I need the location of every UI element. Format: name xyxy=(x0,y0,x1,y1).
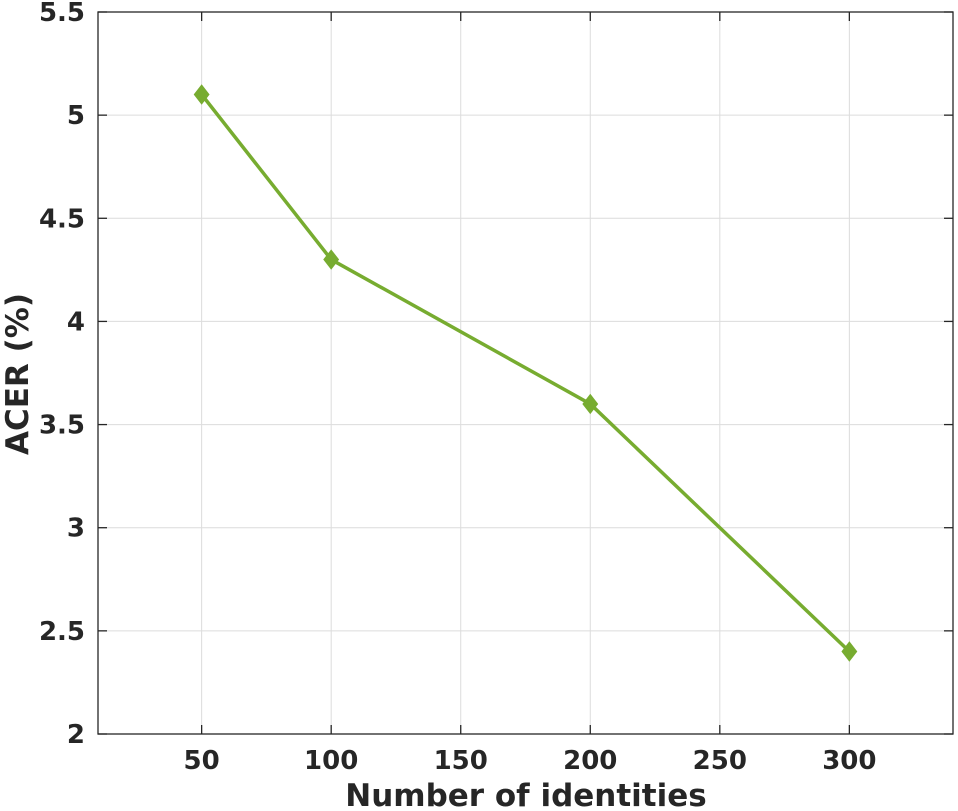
series-line xyxy=(199,92,852,654)
x-axis-title: Number of identities xyxy=(345,778,706,811)
y-tick-label: 2.5 xyxy=(39,617,85,647)
data-point-marker xyxy=(582,393,599,415)
x-tick-label: 200 xyxy=(563,746,617,776)
x-tick-labels: 50 100 150 200 250 300 xyxy=(184,746,877,776)
y-tick-label: 4.5 xyxy=(39,204,85,234)
y-tick-label: 3 xyxy=(67,514,85,544)
x-tick-label: 300 xyxy=(822,746,876,776)
y-tick-label: 5 xyxy=(67,101,85,131)
y-tick-label: 5.5 xyxy=(39,0,85,28)
tick-marks xyxy=(98,11,953,735)
data-point-marker xyxy=(193,84,210,105)
data-point-marker xyxy=(841,641,858,662)
y-tick-label: 4 xyxy=(67,307,85,337)
y-tick-label: 3.5 xyxy=(39,411,85,441)
y-tick-label: 2 xyxy=(67,720,85,750)
series-layer xyxy=(193,84,858,662)
x-tick-label: 250 xyxy=(693,746,747,776)
y-axis-title: ACER (%) xyxy=(0,293,36,455)
x-tick-label: 100 xyxy=(304,746,358,776)
y-tick-labels: 2 2.5 3 3.5 4 4.5 5 5.5 xyxy=(39,0,85,750)
x-tick-label: 150 xyxy=(434,746,488,776)
x-tick-label: 50 xyxy=(184,746,220,776)
plot-area-frame xyxy=(97,11,954,735)
data-point-marker xyxy=(323,249,340,270)
